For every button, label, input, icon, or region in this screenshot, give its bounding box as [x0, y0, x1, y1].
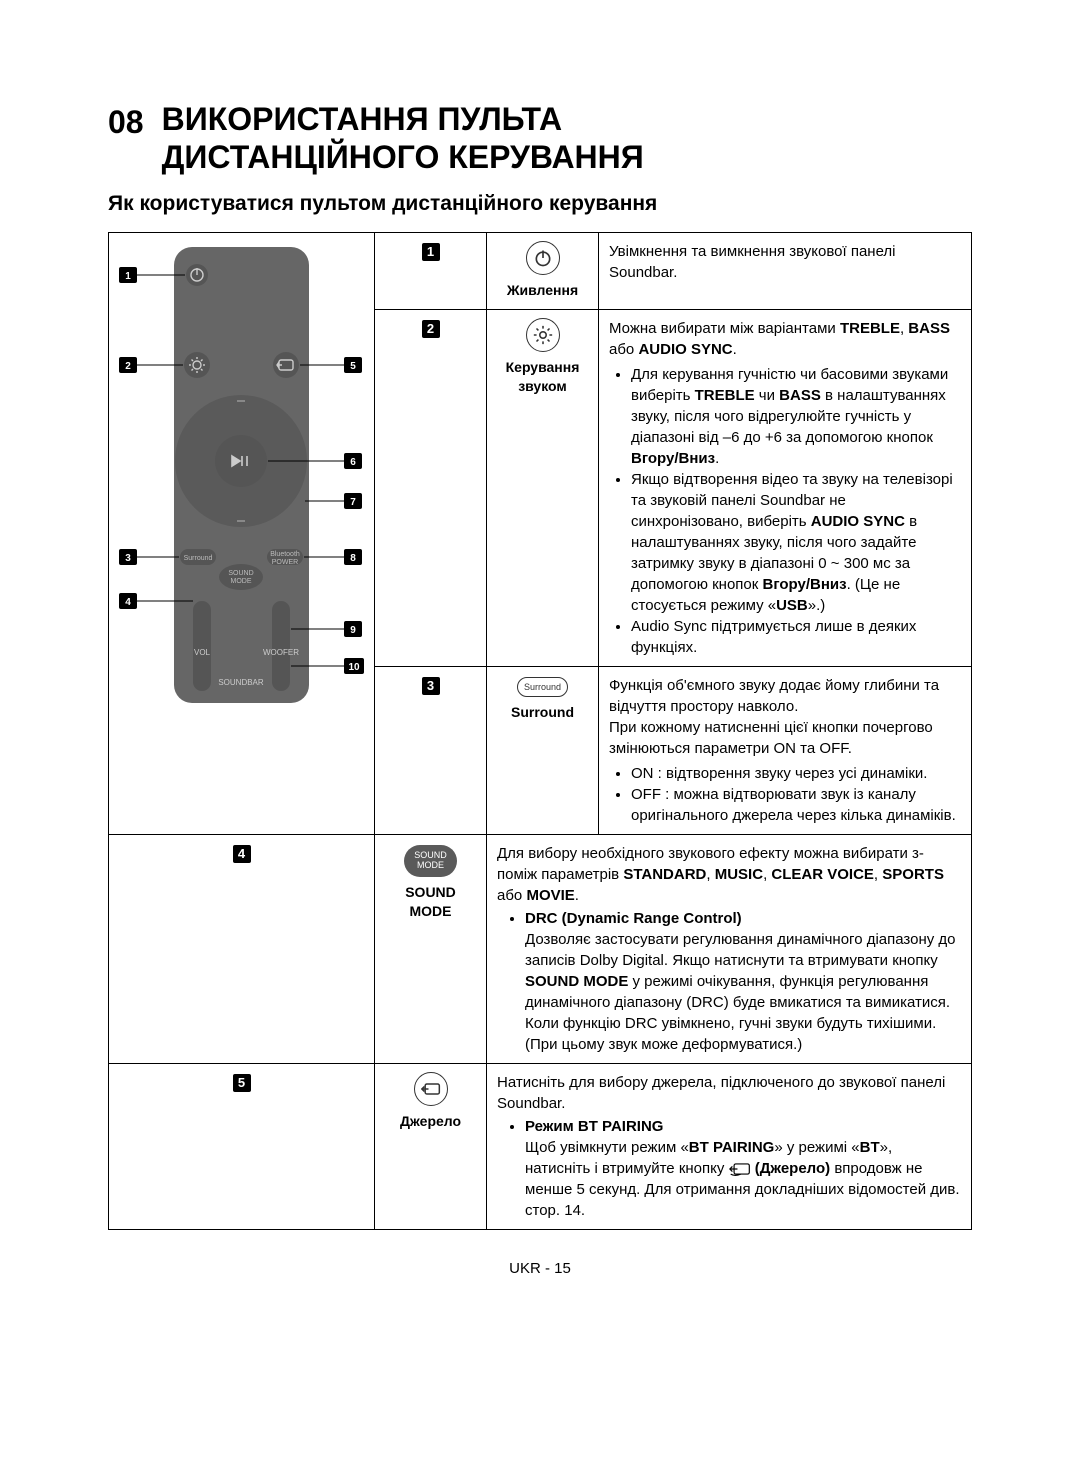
row5-desc: Натисніть для вибору джерела, підключено…	[487, 1063, 972, 1229]
svg-text:6: 6	[350, 457, 356, 468]
row4-sub-body: Дозволяє застосувати регулювання динаміч…	[525, 931, 956, 1053]
row4-num: 4	[109, 834, 375, 1063]
svg-text:7: 7	[350, 497, 356, 508]
row1-desc: Увімкнення та вимкнення звукової панелі …	[599, 233, 972, 310]
row4-icon: SOUNDMODE SOUND MODE	[375, 834, 487, 1063]
svg-text:WOOFER: WOOFER	[263, 648, 299, 657]
row3-icon: Surround Surround	[487, 666, 599, 834]
row3-desc: Функція об'ємного звуку додає йому глиби…	[599, 666, 972, 834]
row4-desc: Для вибору необхідного звукового ефекту …	[487, 834, 972, 1063]
row1-icon: Живлення	[487, 233, 599, 310]
row3-bullets: ON : відтворення звуку через усі динамік…	[609, 763, 961, 826]
row2-icon: Керування звуком	[487, 309, 599, 666]
svg-text:Surround: Surround	[184, 555, 213, 562]
svg-text:5: 5	[350, 361, 356, 372]
row3-num: 3	[375, 666, 487, 834]
svg-text:4: 4	[125, 597, 131, 608]
page-footer: UKR - 15	[108, 1258, 972, 1279]
power-icon	[526, 241, 560, 275]
row5-icon: Джерело	[375, 1063, 487, 1229]
source-icon	[414, 1072, 448, 1106]
row1-num: 1	[375, 233, 487, 310]
svg-text:9: 9	[350, 625, 356, 636]
surround-pill: Surround	[517, 677, 568, 698]
page-title-row: 08 ВИКОРИСТАННЯ ПУЛЬТА ДИСТАНЦІЙНОГО КЕР…	[108, 100, 972, 177]
svg-text:MODE: MODE	[231, 578, 252, 585]
section-subtitle: Як користуватися пультом дистанційного к…	[108, 189, 972, 218]
remote-guide-table: Surround Bluetooth POWER SOUND MODE VOL …	[108, 232, 972, 1230]
svg-text:10: 10	[348, 662, 360, 673]
section-number: 08	[108, 100, 144, 145]
svg-text:8: 8	[350, 553, 356, 564]
source-inline-icon	[729, 1162, 751, 1176]
gear-icon	[526, 318, 560, 352]
svg-text:3: 3	[125, 553, 131, 564]
svg-text:SOUND: SOUND	[228, 570, 253, 577]
section-title: ВИКОРИСТАННЯ ПУЛЬТА ДИСТАНЦІЙНОГО КЕРУВА…	[162, 100, 644, 177]
row4-intro: Для вибору необхідного звукового ефекту …	[497, 845, 944, 904]
soundmode-oval: SOUNDMODE	[404, 845, 457, 877]
svg-text:Bluetooth: Bluetooth	[270, 551, 300, 558]
row2-num: 2	[375, 309, 487, 666]
row2-intro: Можна вибирати між варіантами TREBLE, BA…	[609, 320, 950, 358]
remote-diagram-cell: Surround Bluetooth POWER SOUND MODE VOL …	[109, 233, 375, 835]
row2-bullets: Для керування гучністю чи басовими звука…	[609, 364, 961, 658]
svg-text:2: 2	[125, 361, 131, 372]
svg-text:SOUNDBAR: SOUNDBAR	[218, 678, 264, 687]
remote-diagram: Surround Bluetooth POWER SOUND MODE VOL …	[119, 241, 364, 711]
svg-text:VOL: VOL	[194, 648, 211, 657]
row5-num: 5	[109, 1063, 375, 1229]
row2-desc: Можна вибирати між варіантами TREBLE, BA…	[599, 309, 972, 666]
svg-text:1: 1	[125, 271, 131, 282]
svg-text:POWER: POWER	[272, 559, 298, 566]
